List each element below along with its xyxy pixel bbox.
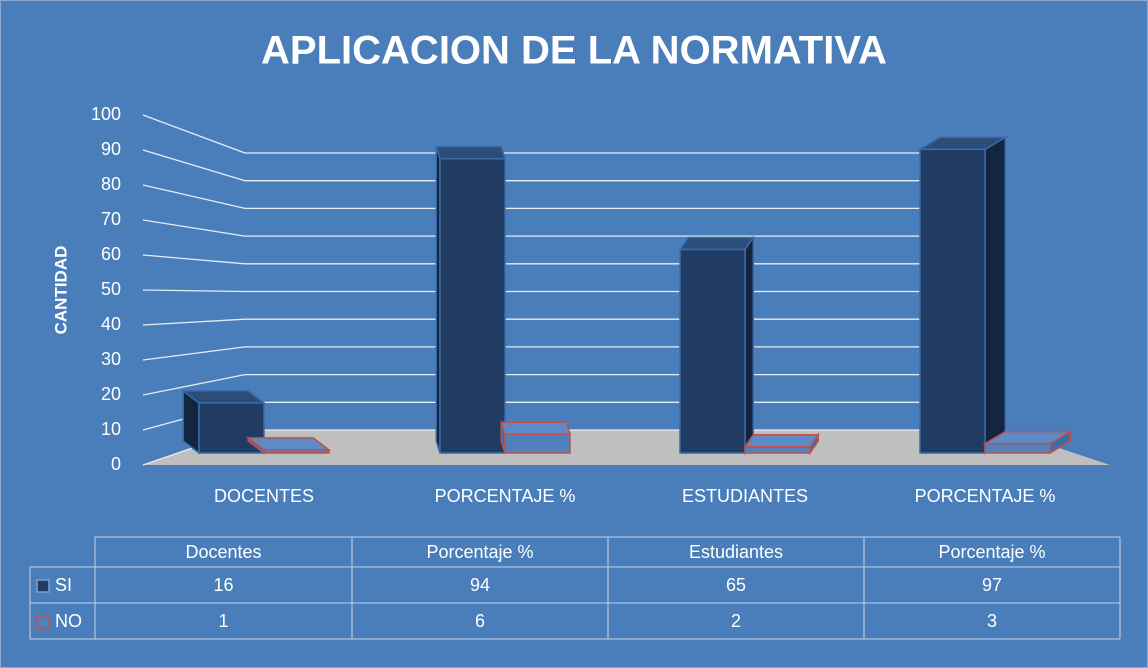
bar <box>435 146 507 454</box>
grid-line <box>142 219 246 237</box>
x-tick-label: ESTUDIANTES <box>682 486 808 506</box>
floor <box>143 430 1110 465</box>
bar <box>917 136 1008 455</box>
x-tick-label: PORCENTAJE % <box>435 486 576 506</box>
y-tick-label: 80 <box>101 174 121 194</box>
bar-front <box>744 445 811 454</box>
y-tick-label: 40 <box>101 314 121 334</box>
bar-side <box>744 235 754 456</box>
y-tick-label: 50 <box>101 279 121 299</box>
table-header: Porcentaje % <box>426 542 533 562</box>
grid-line <box>142 289 246 293</box>
bar-top <box>743 433 820 448</box>
table-cell: 1 <box>218 611 228 631</box>
x-tick-label: PORCENTAJE % <box>915 486 1056 506</box>
bar-side <box>984 136 1006 455</box>
bar-top <box>500 421 572 435</box>
bar <box>180 389 267 455</box>
grid-line <box>142 318 246 326</box>
grid-line <box>142 254 246 265</box>
bar-top <box>435 146 507 160</box>
legend-swatch <box>36 579 50 593</box>
legend-swatch <box>36 615 50 629</box>
bar-front <box>439 158 506 454</box>
table-header: Docentes <box>185 542 261 562</box>
bar-front <box>263 449 330 454</box>
table-cell: 6 <box>475 611 485 631</box>
y-tick-label: 20 <box>101 384 121 404</box>
table-header: Estudiantes <box>689 542 783 562</box>
grid-line <box>142 149 246 182</box>
y-tick-label: 70 <box>101 209 121 229</box>
grid-line <box>142 184 246 210</box>
bar-front <box>679 248 746 454</box>
table-cell: 97 <box>982 575 1002 595</box>
table-cell: 3 <box>987 611 997 631</box>
grid-line <box>142 346 246 361</box>
y-tick-label: 0 <box>111 454 121 474</box>
bar <box>245 436 332 455</box>
y-axis-label: CANTIDAD <box>51 246 70 335</box>
bar-front <box>504 433 571 454</box>
table-cell: 94 <box>470 575 490 595</box>
table-cell: 2 <box>731 611 741 631</box>
y-tick-label: 90 <box>101 139 121 159</box>
legend-label: SI <box>55 575 72 595</box>
bar <box>500 421 572 454</box>
grid-line <box>142 373 246 396</box>
y-tick-label: 60 <box>101 244 121 264</box>
table-cell: 65 <box>726 575 746 595</box>
y-tick-label: 10 <box>101 419 121 439</box>
y-tick-label: 30 <box>101 349 121 369</box>
bar <box>982 430 1073 455</box>
table-header: Porcentaje % <box>938 542 1045 562</box>
bar-front <box>919 148 986 454</box>
grid-line <box>142 114 246 154</box>
bar-front <box>984 442 1051 454</box>
x-tick-label: DOCENTES <box>214 486 314 506</box>
bar-top <box>678 236 755 251</box>
bar <box>678 235 755 456</box>
chart-title: APLICACION DE LA NORMATIVA <box>261 29 887 73</box>
y-tick-label: 100 <box>91 104 121 124</box>
table-cell: 16 <box>213 575 233 595</box>
bar <box>743 432 820 456</box>
legend-label: NO <box>55 611 82 631</box>
